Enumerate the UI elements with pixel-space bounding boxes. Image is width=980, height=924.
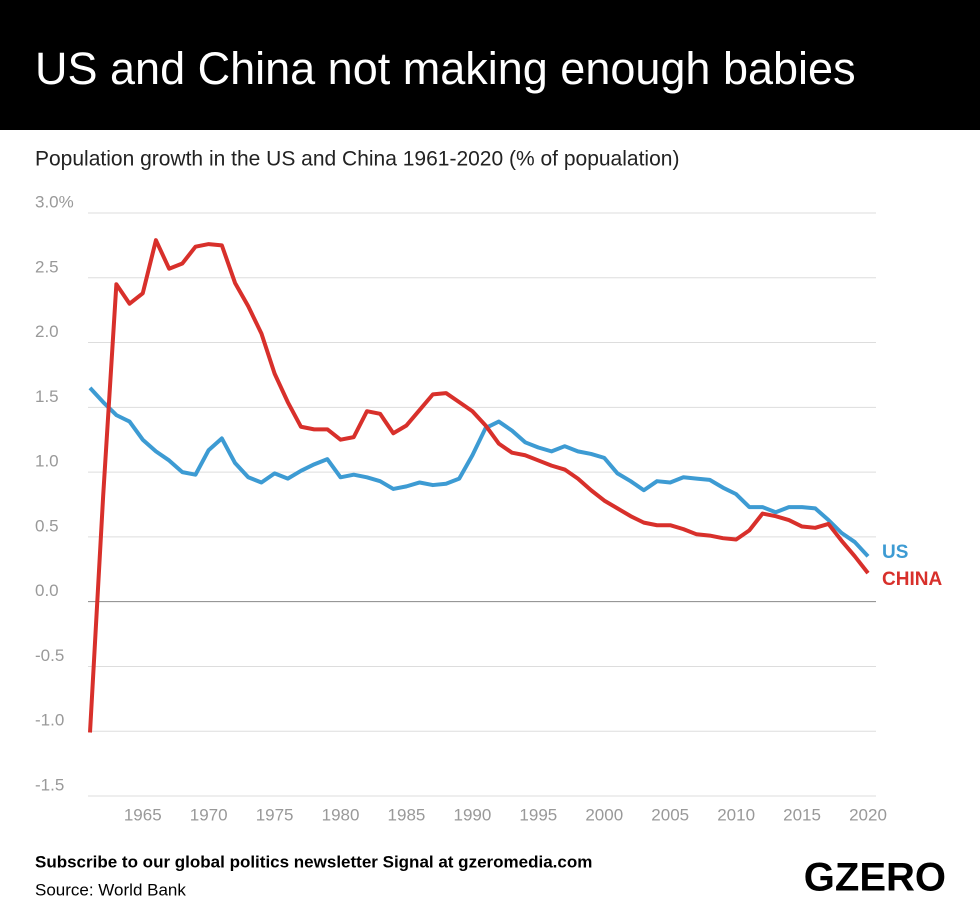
- series-label: US: [882, 542, 908, 563]
- x-tick-label: 1995: [519, 805, 557, 824]
- x-tick-label: 1990: [453, 805, 491, 824]
- y-tick-label: -1.0: [35, 711, 64, 730]
- x-tick-label: 1980: [322, 805, 360, 824]
- footer: Subscribe to our global politics newslet…: [35, 852, 592, 871]
- x-tick-label: 1965: [124, 805, 162, 824]
- x-tick-label: 1970: [190, 805, 228, 824]
- series-label: CHINA: [882, 569, 942, 590]
- y-tick-label: -0.5: [35, 646, 64, 665]
- y-tick-label: 1.5: [35, 387, 59, 406]
- title-bar: [0, 0, 980, 130]
- chart-subtitle: Population growth in the US and China 19…: [35, 148, 679, 171]
- y-tick-label: 1.0: [35, 452, 59, 471]
- logo: GZERO: [804, 856, 946, 900]
- series-line: [88, 386, 870, 558]
- y-tick-label: 0.0: [35, 581, 59, 600]
- chart-title: US and China not making enough babies: [35, 43, 856, 94]
- x-tick-label: 2010: [717, 805, 755, 824]
- x-tick-label: 2000: [585, 805, 623, 824]
- x-tick-label: 1975: [256, 805, 294, 824]
- x-tick-label: 2015: [783, 805, 821, 824]
- x-tick-label: 1985: [388, 805, 426, 824]
- source: Source: World Bank: [35, 880, 186, 899]
- y-tick-label: 2.0: [35, 322, 59, 341]
- series-line: [88, 238, 870, 733]
- y-tick-label: -1.5: [35, 775, 64, 794]
- y-tick-label: 2.5: [35, 257, 59, 276]
- y-tick-label: 3.0%: [35, 192, 74, 211]
- x-tick-label: 2005: [651, 805, 689, 824]
- y-tick-label: 0.5: [35, 516, 59, 535]
- x-tick-label: 2020: [849, 805, 887, 824]
